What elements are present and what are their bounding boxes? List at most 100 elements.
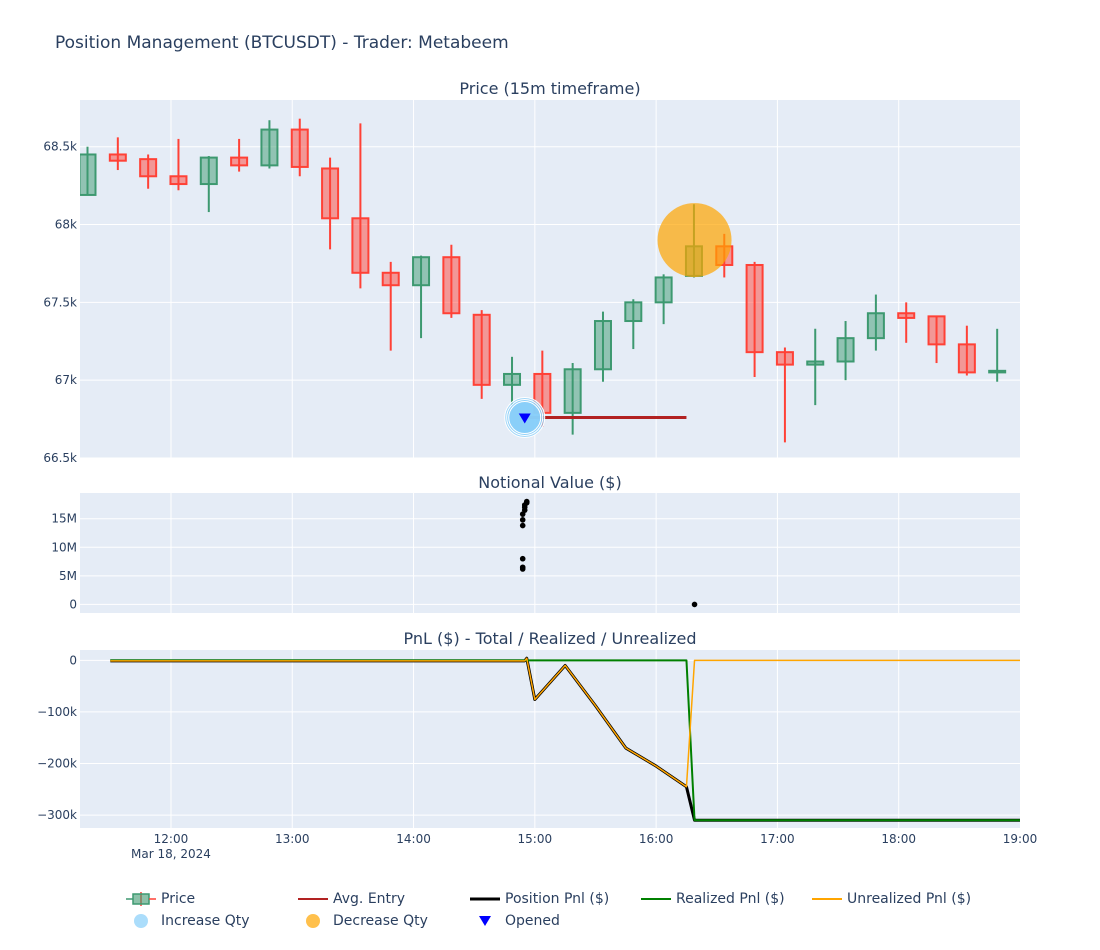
candle xyxy=(230,138,249,172)
notional-point xyxy=(691,601,698,608)
x-tick-label: 16:00 xyxy=(639,832,674,846)
legend-item-increase-qty[interactable]: Increase Qty xyxy=(125,913,297,929)
candle-body xyxy=(927,315,946,346)
panel-title: Price (15m timeframe) xyxy=(459,79,640,98)
candle xyxy=(927,315,946,364)
y-tick-label: 0 xyxy=(69,597,77,611)
line-icon xyxy=(470,897,500,901)
notional-point xyxy=(523,498,530,505)
candle xyxy=(260,120,279,169)
candle-body xyxy=(775,351,794,366)
legend: Price Avg. Entry Position Pnl ($) Realized … xyxy=(125,888,1025,932)
opened-marker xyxy=(518,413,531,424)
legend-item-opened[interactable]: Opened xyxy=(469,913,589,929)
x-tick-label: 19:00 xyxy=(1003,832,1038,846)
candle xyxy=(563,363,582,435)
candle-body xyxy=(654,276,673,304)
y-tick-label: −100k xyxy=(37,705,77,719)
candle-body xyxy=(593,320,612,371)
line-icon xyxy=(298,898,328,900)
line-icon xyxy=(641,898,671,900)
notional-panel: 0 5M 10M 15M Notional Value ($) xyxy=(51,473,1020,613)
candle-body xyxy=(169,175,188,186)
line-icon xyxy=(812,898,842,900)
candle xyxy=(806,328,825,406)
body-glyph xyxy=(132,893,150,905)
legend-label: Decrease Qty xyxy=(333,913,428,929)
candle xyxy=(775,347,794,443)
plot-background xyxy=(80,650,1020,828)
circle-icon xyxy=(134,914,148,928)
candle xyxy=(593,311,612,382)
unrealized-pnl-line xyxy=(110,657,1020,788)
candle xyxy=(80,146,97,196)
candle xyxy=(745,261,764,378)
candle-body xyxy=(108,153,127,162)
candle-body xyxy=(230,156,249,167)
candle xyxy=(199,156,218,213)
panel-title: Notional Value ($) xyxy=(478,473,621,492)
legend-item-decrease-qty[interactable]: Decrease Qty xyxy=(297,913,469,929)
triangle-glyph xyxy=(479,916,491,926)
candle-body xyxy=(806,360,825,366)
candle xyxy=(381,261,400,351)
chart-figure: 66.5k 67k 67.5k 68k 68.5k Price (15m timefram… xyxy=(37,79,1037,861)
candle-body xyxy=(745,263,764,354)
candle xyxy=(412,255,431,339)
legend-item-position-pnl[interactable]: Position Pnl ($) xyxy=(469,891,640,907)
triangle-down-icon xyxy=(479,916,491,926)
y-tick-label: 15M xyxy=(51,512,77,526)
candle-body xyxy=(442,256,461,315)
y-tick-label: 67k xyxy=(55,373,77,387)
candle-body xyxy=(290,128,309,168)
candle-body xyxy=(351,217,370,274)
legend-item-realized-pnl[interactable]: Realized Pnl ($) xyxy=(640,891,811,907)
circle-icon xyxy=(306,914,320,928)
y-tick-label: 0 xyxy=(69,653,77,667)
candle-body xyxy=(988,369,1007,374)
decrease-qty-marker xyxy=(657,203,732,278)
candle xyxy=(290,118,309,177)
candle-body xyxy=(897,312,916,319)
x-date-label: Mar 18, 2024 xyxy=(131,847,211,861)
candle-body xyxy=(80,153,97,196)
notional-point xyxy=(519,522,526,529)
candle xyxy=(836,321,855,381)
candle xyxy=(351,123,370,289)
pnl-panel: 0 −100k −200k −300k PnL ($) - Total / Realiz… xyxy=(37,629,1037,861)
price-panel: 66.5k 67k 67.5k 68k 68.5k Price (15m timefram… xyxy=(43,79,1020,465)
candle xyxy=(442,244,461,318)
candle xyxy=(957,325,976,376)
candle xyxy=(866,294,885,351)
legend-item-avg-entry[interactable]: Avg. Entry xyxy=(297,891,469,907)
candle-body xyxy=(836,337,855,363)
y-tick-label: 68k xyxy=(55,218,77,232)
legend-label: Price xyxy=(161,891,196,907)
candle-body xyxy=(866,312,885,340)
legend-item-price[interactable]: Price xyxy=(125,891,297,907)
x-tick-label: 13:00 xyxy=(275,832,310,846)
circle-glyph xyxy=(134,914,148,928)
legend-label: Opened xyxy=(505,913,560,929)
y-tick-label: 66.5k xyxy=(43,451,77,465)
legend-item-unrealized-pnl[interactable]: Unrealized Pnl ($) xyxy=(811,891,991,907)
y-tick-label: 10M xyxy=(51,540,77,554)
legend-label: Increase Qty xyxy=(161,913,250,929)
x-tick-label: 15:00 xyxy=(518,832,553,846)
legend-label: Avg. Entry xyxy=(333,891,406,907)
candle xyxy=(472,310,491,399)
legend-label: Realized Pnl ($) xyxy=(676,891,785,907)
candle-body xyxy=(381,271,400,287)
candle xyxy=(169,138,188,191)
notional-point xyxy=(519,517,526,523)
plot-background xyxy=(80,493,1020,613)
panel-title: PnL ($) - Total / Realized / Unrealized xyxy=(404,629,697,648)
x-tick-label: 12:00 xyxy=(154,832,189,846)
candle xyxy=(897,302,916,343)
candle xyxy=(624,299,643,350)
candle-body xyxy=(199,156,218,186)
y-tick-label: −200k xyxy=(37,757,77,771)
candle-body xyxy=(957,343,976,374)
candle xyxy=(503,356,522,406)
legend-label: Unrealized Pnl ($) xyxy=(847,891,972,907)
